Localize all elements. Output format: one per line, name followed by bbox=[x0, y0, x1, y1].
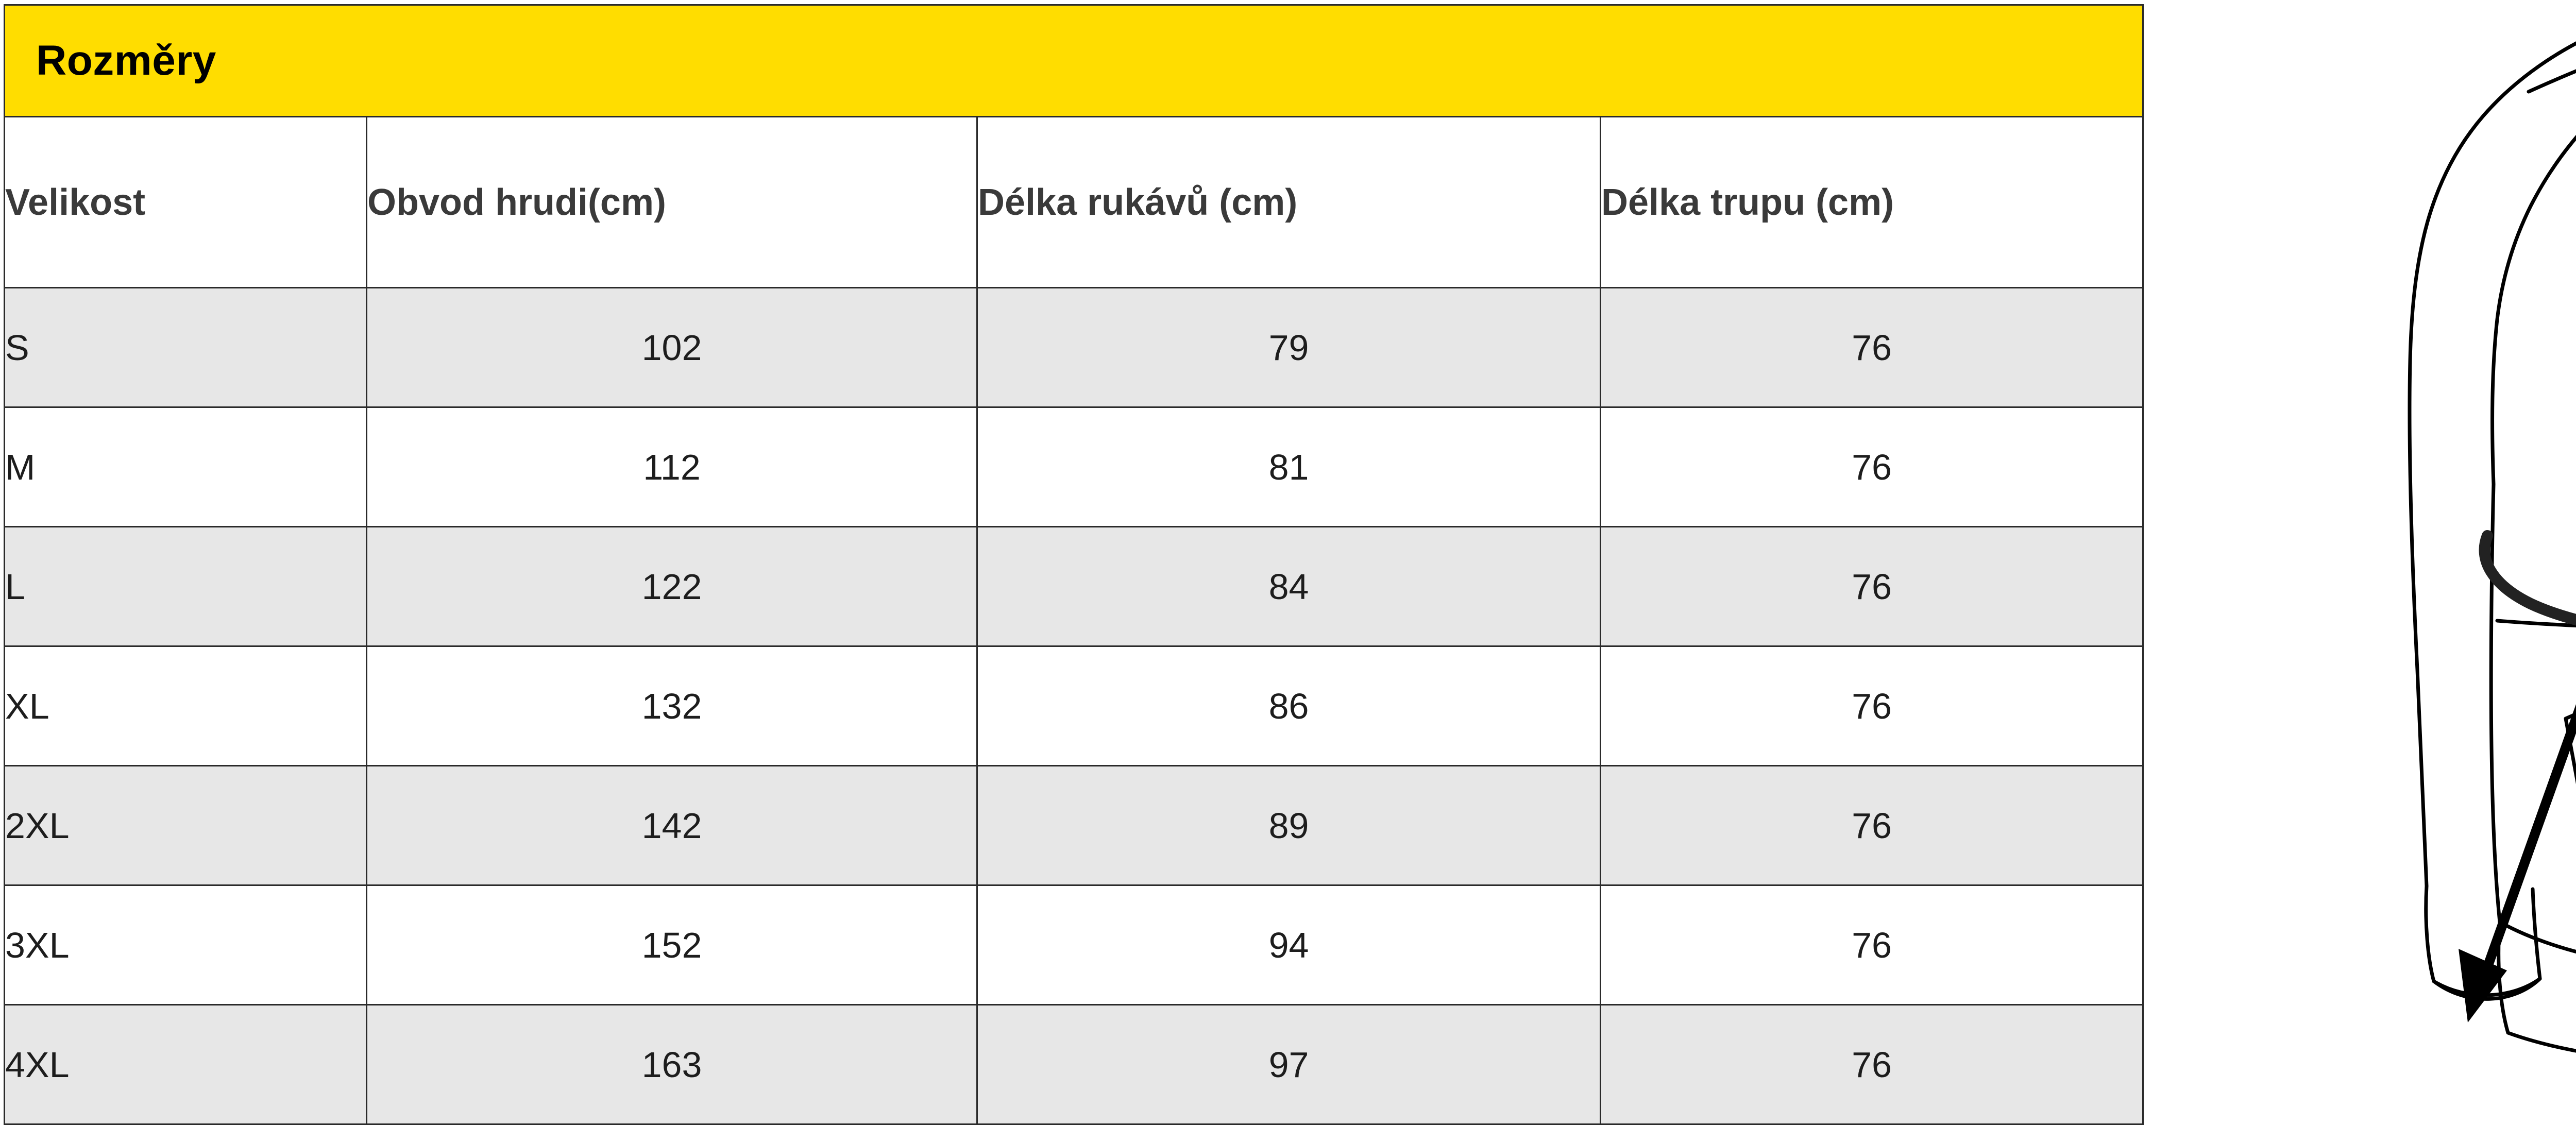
hem-band-bottom bbox=[2497, 920, 2576, 1053]
table-row: 4XL 163 97 76 bbox=[4, 1004, 2144, 1125]
cell-size: 3XL bbox=[4, 884, 367, 1005]
cell-size: M bbox=[4, 406, 367, 527]
cell-size: S bbox=[4, 287, 367, 408]
cell-body: 76 bbox=[1599, 406, 2144, 527]
left-neck-shoulder-line bbox=[2527, 69, 2576, 94]
page-title: Rozměry bbox=[36, 37, 216, 84]
cell-body: 76 bbox=[1599, 526, 2144, 647]
cell-body: 76 bbox=[1599, 1004, 2144, 1125]
column-header-size: Velikost bbox=[4, 116, 367, 288]
size-table: Rozměry Velikost Obvod hrudi(cm) Délka r… bbox=[3, 4, 2144, 1125]
left-cuff bbox=[2424, 884, 2542, 997]
cell-chest: 142 bbox=[366, 765, 978, 886]
chest-measure-curve bbox=[2479, 530, 2576, 626]
sleeve-length-arrow bbox=[2459, 704, 2576, 1022]
cell-body: 76 bbox=[1599, 645, 2144, 766]
column-header-sleeve: Délka rukávů (cm) bbox=[976, 116, 1601, 288]
cell-sleeve: 79 bbox=[976, 287, 1601, 408]
cell-size: 4XL bbox=[4, 1004, 367, 1125]
table-row: S 102 79 76 bbox=[4, 287, 2144, 408]
column-header-chest: Obvod hrudi(cm) bbox=[366, 116, 978, 288]
cell-size: 2XL bbox=[4, 765, 367, 886]
left-sleeve-outer-edge bbox=[2408, 41, 2576, 888]
table-title-cell: Rozměry bbox=[3, 4, 2144, 117]
hem-band-top bbox=[2498, 920, 2576, 953]
sleeve-length-arrowhead-bottom bbox=[2459, 949, 2507, 1022]
jacket-illustration: ESAB ® bbox=[2391, 0, 2576, 1122]
cell-sleeve: 81 bbox=[976, 406, 1601, 527]
cell-chest: 152 bbox=[366, 884, 978, 1005]
cell-body: 76 bbox=[1599, 287, 2144, 408]
table-title-row: Rozměry bbox=[3, 4, 2144, 117]
cell-sleeve: 86 bbox=[976, 645, 1601, 766]
left-cuff-opening bbox=[2432, 977, 2542, 1001]
size-table-container: Rozměry Velikost Obvod hrudi(cm) Délka r… bbox=[3, 4, 2144, 1125]
chest-measure-arrow bbox=[2479, 530, 2576, 626]
jacket-diagram-svg: ESAB ® bbox=[2408, 41, 2576, 1053]
table-body: S 102 79 76 M 112 81 76 L 122 84 76 bbox=[4, 287, 2144, 1125]
left-armhole-seam bbox=[2490, 134, 2576, 486]
cell-sleeve: 89 bbox=[976, 765, 1601, 886]
cell-chest: 102 bbox=[366, 287, 978, 408]
table-row: XL 132 86 76 bbox=[4, 645, 2144, 766]
left-body-side-seam bbox=[2489, 482, 2502, 924]
cell-sleeve: 94 bbox=[976, 884, 1601, 1005]
table-header-row: Velikost Obvod hrudi(cm) Délka rukávů (c… bbox=[4, 116, 2144, 288]
table-row: 2XL 142 89 76 bbox=[4, 765, 2144, 886]
table-row: 3XL 152 94 76 bbox=[4, 884, 2144, 1005]
cell-body: 76 bbox=[1599, 765, 2144, 886]
cell-chest: 112 bbox=[366, 406, 978, 527]
table-row: M 112 81 76 bbox=[4, 406, 2144, 527]
cell-body: 76 bbox=[1599, 884, 2144, 1005]
cell-size: L bbox=[4, 526, 367, 647]
table-row: L 122 84 76 bbox=[4, 526, 2144, 647]
cell-chest: 132 bbox=[366, 645, 978, 766]
cell-sleeve: 97 bbox=[976, 1004, 1601, 1125]
column-header-body: Délka trupu (cm) bbox=[1599, 116, 2144, 288]
cell-chest: 122 bbox=[366, 526, 978, 647]
cell-chest: 163 bbox=[366, 1004, 978, 1125]
cell-sleeve: 84 bbox=[976, 526, 1601, 647]
cell-size: XL bbox=[4, 645, 367, 766]
